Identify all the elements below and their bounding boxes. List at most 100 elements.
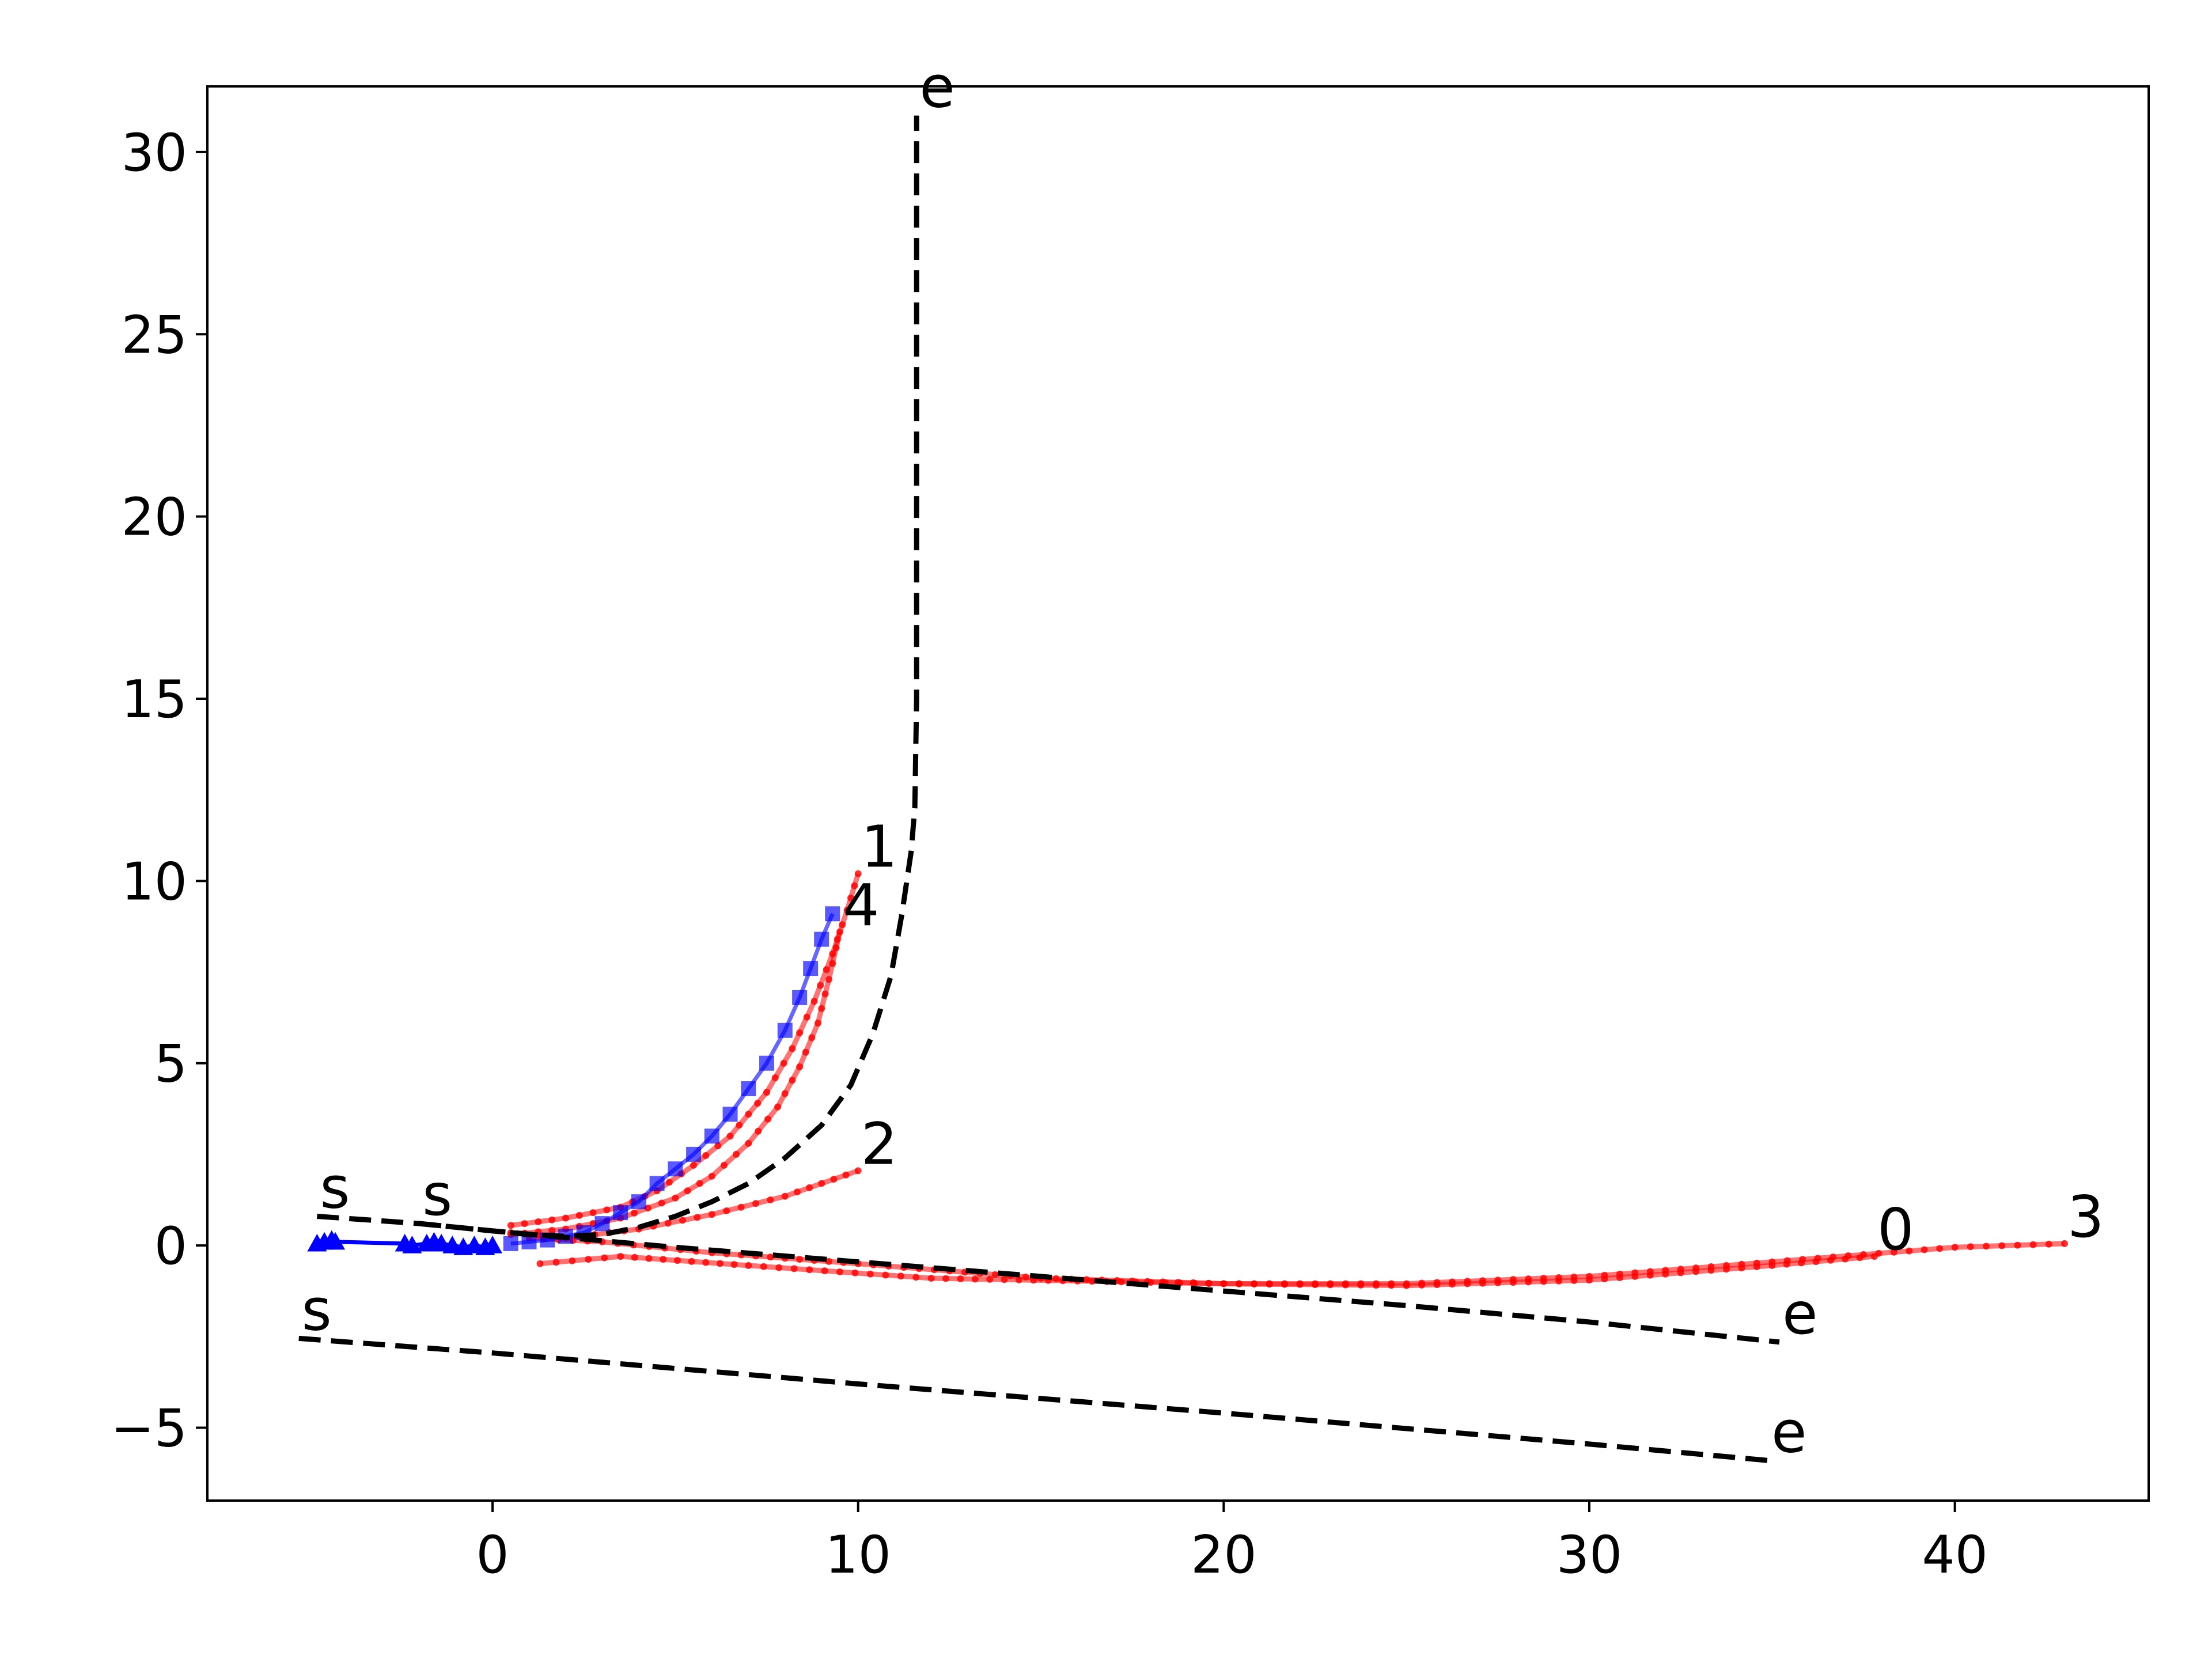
history-square-marker: [704, 1128, 719, 1144]
predicted-point: [1646, 1268, 1654, 1275]
history-triangle-marker: [483, 1236, 503, 1253]
reference-line: [419, 1221, 1780, 1345]
predicted-point: [1433, 1279, 1441, 1286]
predicted-point: [843, 907, 851, 914]
predicted-point: [1921, 1246, 1928, 1253]
predicted-point: [2061, 1240, 2068, 1247]
history-square-marker: [722, 1107, 738, 1122]
predicted-point: [971, 1275, 979, 1283]
predicted-point: [702, 1259, 710, 1266]
predicted-point: [927, 1275, 935, 1282]
history-triangle-marker: [325, 1232, 346, 1250]
predicted-point: [1768, 1258, 1776, 1266]
predicted-point: [679, 1217, 686, 1224]
predicted-point: [1312, 1280, 1319, 1287]
predicted-point: [789, 1077, 796, 1084]
predicted-point: [789, 1045, 796, 1052]
predicted-point: [617, 1253, 624, 1260]
y-tick-label: 5: [154, 1034, 187, 1094]
predicted-point: [548, 1227, 556, 1234]
predicted-point: [2045, 1240, 2052, 1248]
predicted-point: [1220, 1280, 1228, 1287]
predicted-end-label-0: 0: [1877, 1196, 1914, 1263]
reference-line: [298, 1335, 1769, 1463]
predicted-point: [1464, 1278, 1471, 1285]
predicted-point: [536, 1260, 544, 1267]
history-square-marker: [741, 1081, 756, 1097]
history-square-marker: [649, 1176, 665, 1191]
predicted-point: [736, 1122, 743, 1129]
history-square-marker: [759, 1055, 775, 1071]
x-tick-label: 10: [825, 1525, 891, 1585]
predicted-point: [726, 1132, 734, 1140]
predicted-point: [730, 1261, 738, 1268]
predicted-point: [745, 1262, 752, 1269]
predicted-point: [897, 1272, 904, 1280]
history-square-marker: [825, 906, 840, 922]
predicted-point: [1251, 1280, 1258, 1287]
predicted-point: [1388, 1280, 1395, 1287]
y-tick-label: 25: [121, 305, 187, 365]
predicted-point: [771, 1074, 779, 1081]
predicted-point: [754, 1100, 762, 1107]
predicted-end-label-2: 2: [861, 1110, 898, 1177]
predicted-point: [665, 1179, 673, 1186]
history-square-marker: [503, 1236, 518, 1251]
predicted-point: [796, 1256, 804, 1263]
predicted-point: [821, 990, 829, 998]
predicted-point: [836, 928, 843, 935]
predicted-point: [714, 1142, 722, 1150]
predicted-point: [721, 1161, 728, 1169]
predicted-point: [1586, 1272, 1593, 1280]
predicted-point: [818, 1005, 825, 1012]
x-tick-label: 40: [1922, 1525, 1988, 1585]
predicted-point: [752, 1200, 759, 1207]
predicted-point: [1509, 1276, 1517, 1283]
predicted-point: [601, 1254, 608, 1262]
predicted-end-label-4: 4: [843, 872, 880, 939]
predicted-point: [806, 1266, 813, 1274]
predicted-point: [1525, 1275, 1532, 1283]
predicted-point: [1555, 1274, 1563, 1281]
predicted-point: [589, 1209, 597, 1217]
x-tick-label: 20: [1191, 1525, 1257, 1585]
predicted-point: [790, 1265, 798, 1272]
predicted-point: [767, 1196, 774, 1203]
predicted-point: [882, 1271, 889, 1279]
predicted-point: [1753, 1259, 1760, 1267]
predicted-point: [1830, 1253, 1837, 1261]
predicted-point: [821, 1267, 828, 1275]
predicted-point: [825, 976, 832, 983]
predicted-point: [1875, 1249, 1883, 1257]
predicted-point: [702, 1152, 710, 1159]
predicted-point: [673, 1257, 681, 1264]
predicted-point: [708, 1172, 715, 1180]
predicted-point: [1692, 1264, 1700, 1272]
predicted-point: [808, 1034, 816, 1041]
predicted-point: [645, 1255, 653, 1262]
predicted-point: [818, 1180, 825, 1187]
predicted-point: [803, 1013, 810, 1021]
predicted-point: [708, 1211, 715, 1218]
predicted-point: [1738, 1260, 1745, 1268]
predicted-point: [825, 1257, 832, 1265]
predicted-point: [1235, 1280, 1243, 1287]
predicted-point: [842, 1171, 850, 1179]
predicted-point: [866, 1270, 874, 1278]
reference-line: [317, 115, 919, 1239]
reference-end-label: e: [1771, 1398, 1807, 1465]
predicted-point: [942, 1275, 949, 1282]
predicted-point: [660, 1256, 667, 1263]
predicted-point: [986, 1275, 994, 1283]
predicted-point: [1936, 1245, 1944, 1252]
predicted-point: [521, 1220, 528, 1228]
y-tick-label: −5: [111, 1398, 187, 1459]
predicted-point: [793, 1188, 801, 1196]
predicted-point: [796, 1029, 804, 1036]
predicted-path-3: [536, 1240, 2068, 1287]
predicted-point: [1403, 1280, 1410, 1287]
predicted-point: [1707, 1263, 1715, 1270]
reference-end-label: e: [1782, 1280, 1818, 1347]
